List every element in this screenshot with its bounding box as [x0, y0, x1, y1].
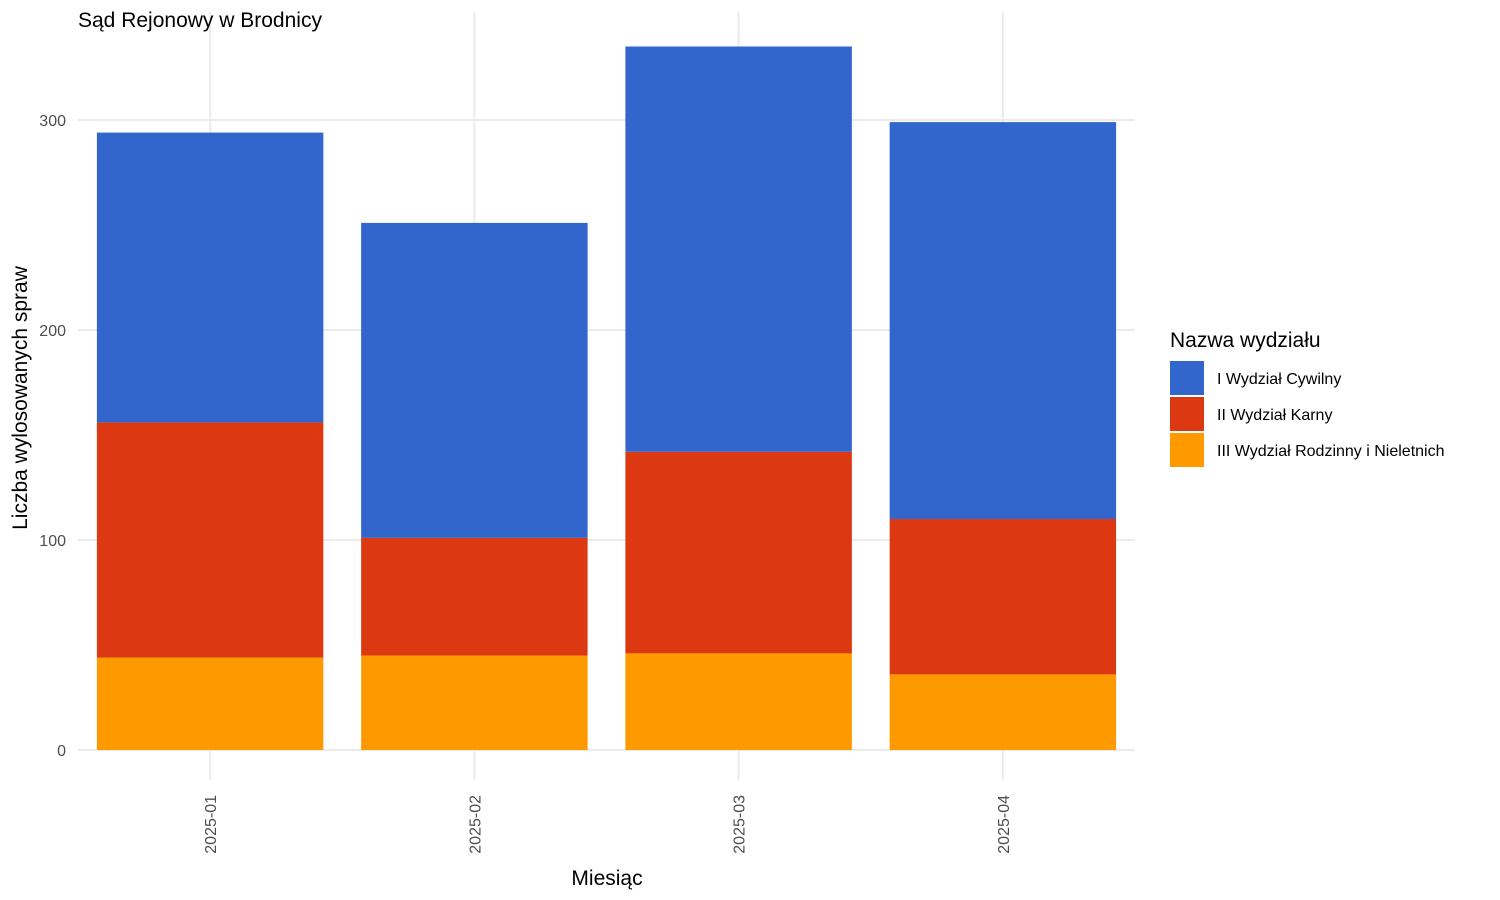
bar-segment [889, 519, 1117, 675]
bar-segment [625, 653, 852, 750]
legend-swatch [1170, 361, 1204, 395]
bar-segment [889, 674, 1117, 750]
x-tick-label: 2025-01 [203, 795, 220, 854]
y-axis-title: Liczba wylosowanych spraw [9, 265, 32, 530]
bar-segment [625, 451, 852, 654]
y-axis-ticks: 0 100 200 300 [39, 113, 66, 760]
bar-segment [361, 222, 588, 538]
x-tick-label: 2025-03 [732, 795, 749, 854]
bar-segment [889, 122, 1117, 519]
chart-title: Sąd Rejonowy w Brodnicy [78, 9, 322, 32]
bars [96, 46, 1117, 750]
y-tick-label: 100 [39, 533, 66, 550]
bar-segment [96, 132, 324, 423]
legend-swatch [1170, 397, 1204, 431]
bar-segment [96, 657, 324, 750]
bar-segment [96, 422, 324, 658]
legend-swatch [1170, 433, 1204, 467]
bar-segment [361, 655, 588, 750]
legend-items: I Wydział Cywilny II Wydział Karny III Wyd… [1170, 361, 1445, 467]
legend-title: Nazwa wydziału [1170, 329, 1321, 352]
x-tick-label: 2025-04 [996, 795, 1013, 854]
bar-segment [625, 46, 852, 452]
legend-label: III Wydział Rodzinny i Nieletnich [1217, 443, 1445, 460]
bar-segment [361, 537, 588, 656]
x-axis-title: Miesiąc [571, 867, 642, 890]
legend-label: II Wydział Karny [1217, 407, 1332, 424]
x-axis-ticks: 2025-01 2025-02 2025-03 2025-04 [203, 795, 1013, 854]
y-tick-label: 200 [39, 323, 66, 340]
y-tick-label: 300 [39, 113, 66, 130]
y-tick-label: 0 [57, 743, 66, 760]
legend: Nazwa wydziału I Wydział Cywilny II Wydzi… [1170, 329, 1445, 467]
legend-label: I Wydział Cywilny [1217, 371, 1341, 388]
x-tick-label: 2025-02 [467, 795, 484, 854]
